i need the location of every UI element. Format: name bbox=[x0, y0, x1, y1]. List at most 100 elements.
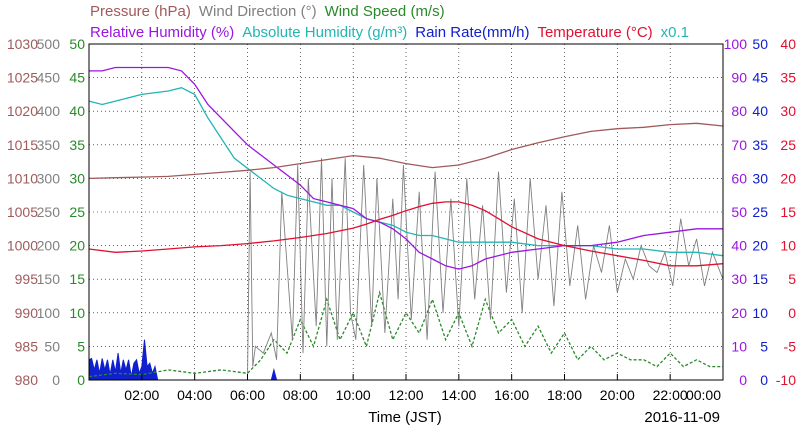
right-tick-humidity: 40 bbox=[731, 238, 747, 254]
x-tick-label: 02:00 bbox=[124, 387, 159, 403]
right-tick-rain-rate: 5 bbox=[760, 338, 768, 354]
left-tick-pressure: 1010 bbox=[7, 170, 38, 186]
left-tick-wind-speed: 15 bbox=[69, 271, 85, 287]
left-tick-wind-speed: 5 bbox=[77, 338, 85, 354]
right-tick-temperature: 10 bbox=[780, 238, 796, 254]
legend-temperature-c: Temperature (°C) bbox=[537, 24, 652, 41]
left-tick-wind-speed: 50 bbox=[69, 36, 85, 52]
left-tick-wind-direction: 350 bbox=[37, 137, 61, 153]
right-tick-humidity: 70 bbox=[731, 137, 747, 153]
legend-pressure-hpa: Pressure (hPa) bbox=[90, 3, 191, 20]
series-relative-humidity bbox=[89, 66, 723, 270]
left-tick-wind-direction: 200 bbox=[37, 238, 61, 254]
grid bbox=[89, 44, 723, 380]
right-tick-rain-rate: 45 bbox=[752, 70, 768, 86]
right-tick-humidity: 100 bbox=[724, 36, 748, 52]
date-label: 2016-11-09 bbox=[644, 409, 720, 426]
right-tick-rain-rate: 40 bbox=[752, 103, 768, 119]
right-tick-temperature: 35 bbox=[780, 70, 796, 86]
series-rain-rate-mm-h bbox=[88, 339, 278, 381]
right-tick-humidity: 50 bbox=[731, 204, 747, 220]
left-tick-wind-direction: 100 bbox=[37, 305, 61, 321]
left-tick-wind-speed: 0 bbox=[77, 372, 85, 388]
x-tick-label: 20:00 bbox=[600, 387, 635, 403]
x-tick-label: 16:00 bbox=[494, 387, 529, 403]
series-wind-direction bbox=[89, 158, 724, 381]
right-tick-rain-rate: 25 bbox=[752, 204, 768, 220]
left-tick-pressure: 1015 bbox=[7, 137, 38, 153]
x-tick-label: 14:00 bbox=[441, 387, 476, 403]
x-axis-title: Time (JST) bbox=[368, 409, 442, 426]
left-tick-wind-speed: 10 bbox=[69, 305, 85, 321]
right-tick-rain-rate: 35 bbox=[752, 137, 768, 153]
series-temperature-c bbox=[88, 201, 724, 267]
left-tick-pressure: 1020 bbox=[7, 103, 38, 119]
x-tick-label: 00:00 bbox=[686, 387, 721, 403]
right-tick-temperature: 25 bbox=[780, 137, 796, 153]
x-tick-label: 06:00 bbox=[230, 387, 265, 403]
x-axis: 02:00 04:00 06:00 08:00 10:00 12:00 14:00 16:00… bbox=[124, 374, 724, 403]
left-tick-pressure: 985 bbox=[15, 338, 39, 354]
left-tick-pressure: 980 bbox=[15, 372, 39, 388]
left-tick-wind-direction: 50 bbox=[44, 338, 60, 354]
right-tick-humidity: 30 bbox=[731, 271, 747, 287]
right-tick-rain-rate: 20 bbox=[752, 238, 768, 254]
right-tick-humidity: 10 bbox=[731, 338, 747, 354]
right-tick-humidity: 60 bbox=[731, 170, 747, 186]
right-tick-rain-rate: 50 bbox=[752, 36, 768, 52]
right-tick-temperature: 5 bbox=[788, 271, 796, 287]
left-tick-wind-direction: 0 bbox=[52, 372, 60, 388]
x-tick-label: 10:00 bbox=[336, 387, 371, 403]
right-tick-temperature: 0 bbox=[788, 305, 796, 321]
left-tick-pressure: 1000 bbox=[7, 238, 38, 254]
x-tick-label: 08:00 bbox=[283, 387, 318, 403]
left-tick-pressure: 990 bbox=[15, 305, 39, 321]
right-tick-rain-rate: 30 bbox=[752, 170, 768, 186]
right-tick-temperature: 20 bbox=[780, 170, 796, 186]
right-tick-rain-rate: 10 bbox=[752, 305, 768, 321]
left-tick-wind-direction: 300 bbox=[37, 170, 61, 186]
legend-relative-humidity: Relative Humidity (%) bbox=[90, 24, 234, 41]
left-tick-wind-speed: 40 bbox=[69, 103, 85, 119]
left-tick-wind-speed: 30 bbox=[69, 170, 85, 186]
right-tick-temperature: 30 bbox=[780, 103, 796, 119]
right-tick-rain-rate: 0 bbox=[760, 372, 768, 388]
x-tick-label: 04:00 bbox=[177, 387, 212, 403]
series-pressure-hpa bbox=[88, 122, 724, 180]
x-tick-label: 18:00 bbox=[547, 387, 582, 403]
legend-rain-rate-mm-h: Rain Rate(mm/h) bbox=[415, 24, 529, 41]
series-layer bbox=[88, 66, 724, 381]
left-tick-wind-speed: 45 bbox=[69, 70, 85, 86]
right-tick-humidity: 20 bbox=[731, 305, 747, 321]
left-tick-pressure: 1025 bbox=[7, 70, 38, 86]
right-tick-temperature: -10 bbox=[776, 372, 796, 388]
legend-row-2: Relative Humidity (%) Absolute Humidity (… bbox=[90, 24, 689, 41]
legend-wind-speed-m-s: Wind Speed (m/s) bbox=[325, 3, 445, 20]
x-tick-label: 22:00 bbox=[653, 387, 688, 403]
left-axes: 1030102510201015101010051000995990985980… bbox=[7, 36, 85, 388]
left-tick-wind-direction: 150 bbox=[37, 271, 61, 287]
left-tick-wind-direction: 400 bbox=[37, 103, 61, 119]
right-tick-humidity: 0 bbox=[739, 372, 747, 388]
left-tick-wind-direction: 450 bbox=[37, 70, 61, 86]
left-tick-pressure: 995 bbox=[15, 271, 39, 287]
right-tick-humidity: 80 bbox=[731, 103, 747, 119]
right-tick-temperature: 40 bbox=[780, 36, 796, 52]
left-tick-wind-speed: 20 bbox=[69, 238, 85, 254]
x-tick-label: 12:00 bbox=[388, 387, 423, 403]
left-tick-wind-speed: 35 bbox=[69, 137, 85, 153]
left-tick-wind-direction: 250 bbox=[37, 204, 61, 220]
legend-x0-1: x0.1 bbox=[661, 24, 689, 41]
legend-absolute-humidity-g-m: Absolute Humidity (g/m³) bbox=[242, 24, 407, 41]
left-tick-pressure: 1005 bbox=[7, 204, 38, 220]
left-tick-pressure: 1030 bbox=[7, 36, 38, 52]
right-tick-temperature: -5 bbox=[784, 338, 797, 354]
right-axes: 1009080706050403020100504540353025201510… bbox=[724, 36, 797, 388]
right-tick-temperature: 15 bbox=[780, 204, 796, 220]
right-tick-humidity: 90 bbox=[731, 70, 747, 86]
left-tick-wind-speed: 25 bbox=[69, 204, 85, 220]
left-tick-wind-direction: 500 bbox=[37, 36, 61, 52]
legend-row-1: Pressure (hPa) Wind Direction (°) Wind Spe… bbox=[90, 3, 445, 20]
